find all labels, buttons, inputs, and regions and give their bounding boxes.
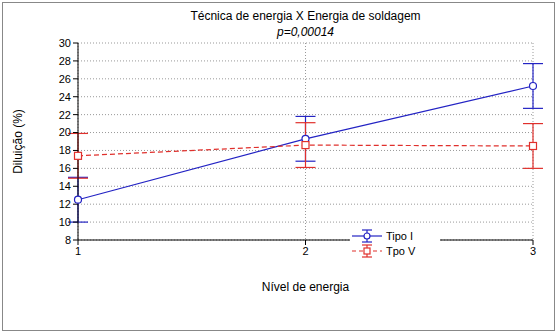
svg-text:30: 30 bbox=[59, 37, 71, 49]
svg-text:8: 8 bbox=[65, 234, 71, 246]
svg-text:16: 16 bbox=[59, 162, 71, 174]
svg-text:14: 14 bbox=[59, 180, 71, 192]
html-text:Tpo V: Tpo V bbox=[386, 244, 416, 257]
svg-text:12: 12 bbox=[59, 198, 71, 210]
svg-text:18: 18 bbox=[59, 144, 71, 156]
svg-text:1: 1 bbox=[75, 245, 81, 257]
svg-text:28: 28 bbox=[59, 55, 71, 67]
svg-text:26: 26 bbox=[59, 73, 71, 85]
svg-text:2: 2 bbox=[302, 245, 308, 257]
html-text:Tipo I: Tipo I bbox=[386, 229, 414, 242]
svg-text:Nível de energia: Nível de energia bbox=[262, 280, 350, 294]
svg-text:10: 10 bbox=[59, 216, 71, 228]
svg-text:24: 24 bbox=[59, 91, 71, 103]
html-text:Técnica de energia X Energia d: Técnica de energia X Energia de soldagem bbox=[190, 9, 421, 23]
svg-text:3: 3 bbox=[530, 245, 536, 257]
svg-text:20: 20 bbox=[59, 126, 71, 138]
svg-text:Diluição (%): Diluição (%) bbox=[11, 109, 25, 174]
svg-text:22: 22 bbox=[59, 109, 71, 121]
html-text:p=0,00014: p=0,00014 bbox=[277, 25, 334, 39]
